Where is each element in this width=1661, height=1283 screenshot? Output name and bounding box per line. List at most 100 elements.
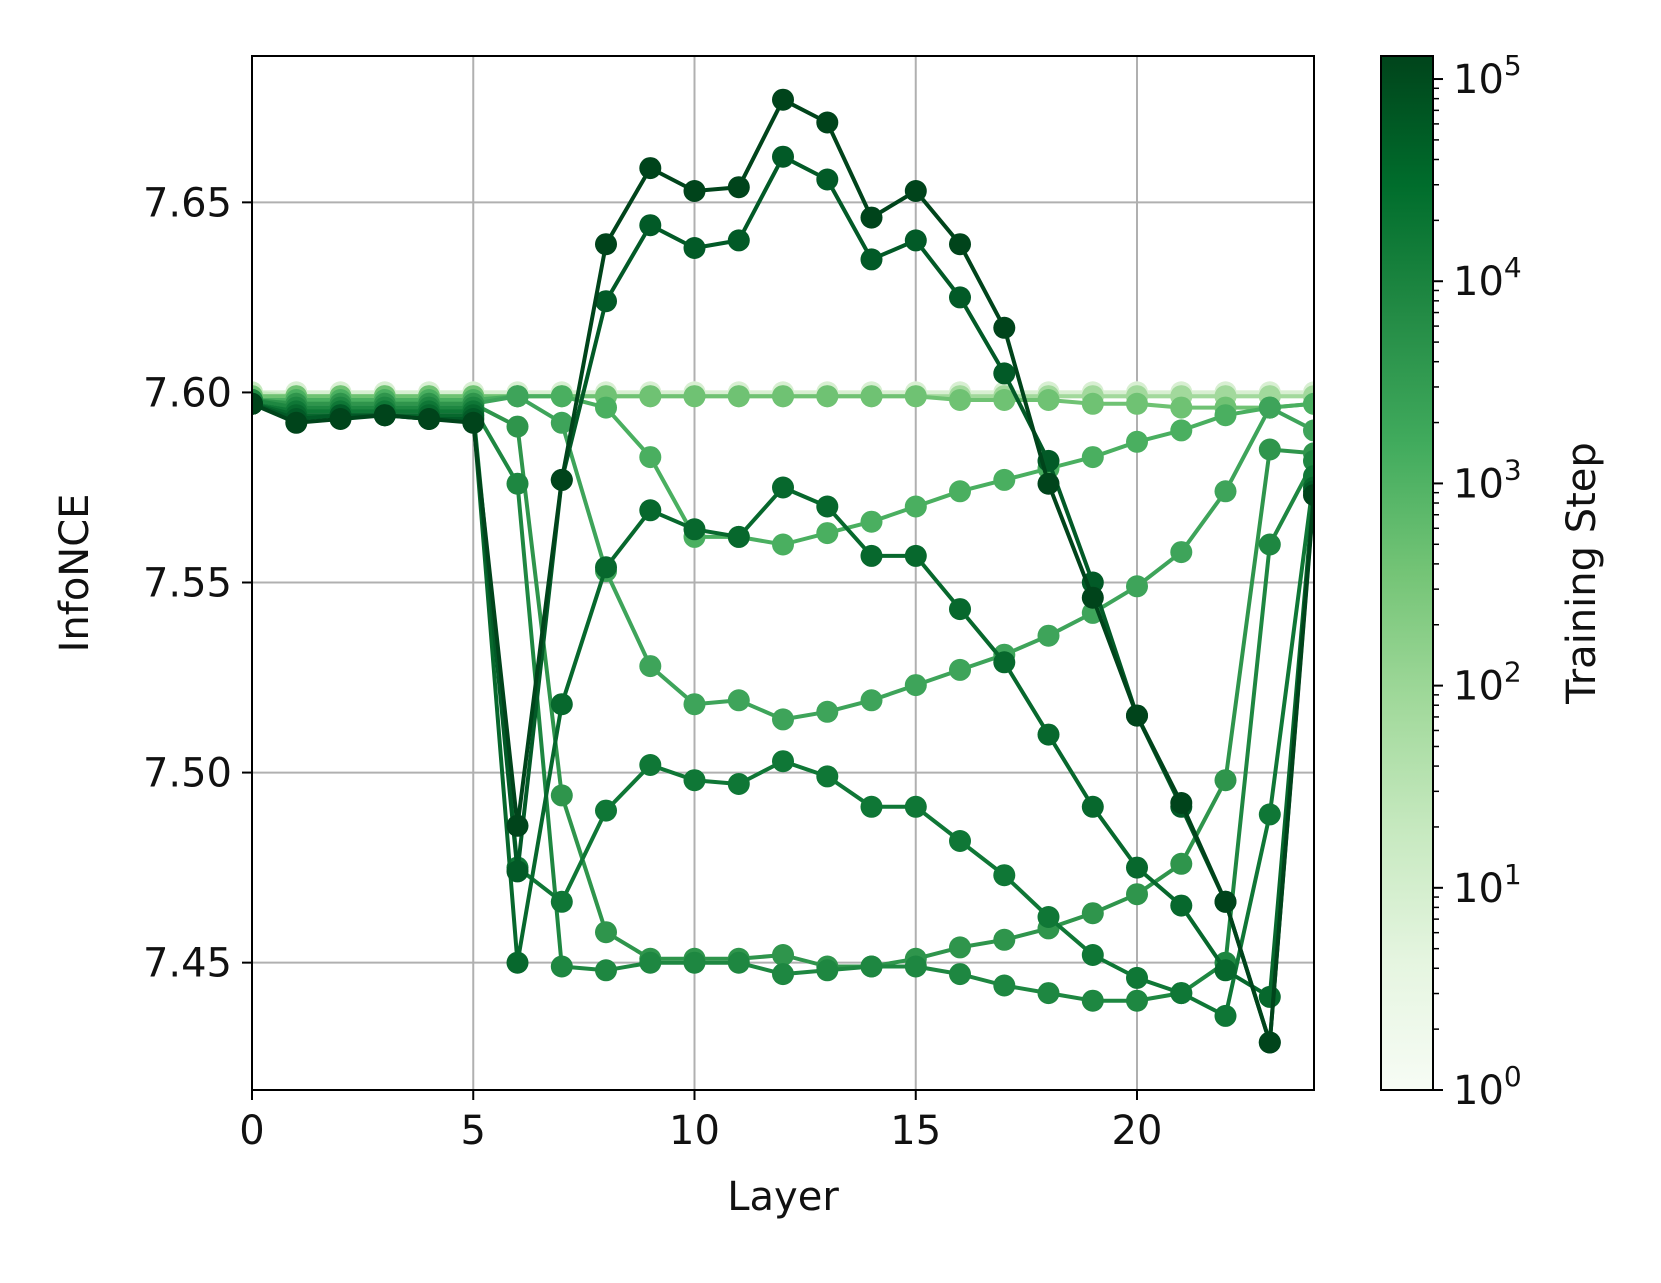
data-point bbox=[595, 233, 617, 256]
data-point bbox=[639, 446, 662, 469]
data-point bbox=[993, 362, 1016, 385]
data-point bbox=[904, 495, 927, 518]
data-point bbox=[993, 974, 1016, 997]
y-axis-ticks: 7.45 7.50 7.55 7.60 7.65 bbox=[143, 180, 252, 987]
data-point bbox=[993, 864, 1016, 887]
data-point bbox=[1037, 982, 1060, 1005]
series bbox=[252, 145, 1314, 1054]
data-point bbox=[727, 689, 750, 712]
data-point bbox=[1170, 396, 1193, 419]
data-point bbox=[1258, 438, 1281, 461]
colorbar-tick-exponent: 1 bbox=[1504, 858, 1522, 891]
colorbar-tick-base: 10 bbox=[1453, 1068, 1504, 1114]
data-point bbox=[1214, 480, 1237, 503]
data-point bbox=[506, 951, 529, 974]
data-point bbox=[949, 658, 971, 681]
data-point bbox=[285, 411, 308, 434]
colorbar-tick-exponent: 0 bbox=[1504, 1060, 1522, 1093]
data-point bbox=[1126, 392, 1148, 415]
plot-frame bbox=[251, 55, 1315, 1091]
data-point bbox=[550, 385, 573, 408]
data-point bbox=[595, 921, 617, 944]
data-point bbox=[816, 385, 839, 408]
data-point bbox=[639, 157, 662, 180]
data-point bbox=[639, 385, 662, 408]
data-point bbox=[1126, 856, 1148, 879]
data-point bbox=[993, 389, 1016, 411]
data-point bbox=[506, 814, 529, 837]
data-point bbox=[639, 754, 662, 776]
data-point bbox=[639, 214, 662, 237]
y-axis-label: InfoNCE bbox=[52, 494, 98, 653]
data-point bbox=[993, 928, 1016, 951]
data-point bbox=[1170, 419, 1193, 442]
data-point bbox=[727, 773, 750, 795]
data-point bbox=[1258, 985, 1281, 1008]
data-point bbox=[727, 951, 750, 974]
data-point bbox=[816, 959, 839, 982]
data-point bbox=[1214, 404, 1237, 427]
colorbar-tick-base: 10 bbox=[1453, 664, 1504, 710]
data-point bbox=[949, 598, 971, 621]
series bbox=[252, 88, 1314, 1054]
x-tick-label: 20 bbox=[1112, 1108, 1163, 1154]
data-point bbox=[816, 700, 839, 723]
data-point bbox=[904, 795, 927, 818]
data-point bbox=[904, 955, 927, 978]
data-point bbox=[550, 784, 573, 807]
data-point bbox=[683, 693, 706, 716]
colorbar-tick-base: 10 bbox=[1453, 259, 1504, 305]
data-point bbox=[506, 415, 529, 438]
data-point bbox=[550, 411, 573, 434]
data-point bbox=[727, 385, 750, 408]
data-point bbox=[860, 248, 883, 271]
data-point bbox=[816, 111, 839, 134]
data-point bbox=[1258, 533, 1281, 556]
data-point bbox=[1037, 624, 1060, 647]
data-point bbox=[1126, 989, 1148, 1012]
data-point bbox=[772, 708, 794, 731]
x-tick-label: 0 bbox=[239, 1108, 264, 1154]
colorbar-tick-exponent: 4 bbox=[1504, 251, 1522, 284]
data-point bbox=[816, 522, 839, 545]
colorbar-tick-exponent: 2 bbox=[1504, 656, 1522, 689]
data-point bbox=[506, 472, 529, 495]
data-point bbox=[683, 518, 706, 541]
colorbar bbox=[1380, 55, 1434, 1091]
data-point bbox=[683, 769, 706, 792]
data-point bbox=[1081, 989, 1104, 1012]
data-point bbox=[1170, 852, 1193, 875]
colorbar-label: Training Step bbox=[1559, 442, 1605, 705]
data-point bbox=[772, 944, 794, 966]
data-point bbox=[1037, 389, 1060, 411]
data-point bbox=[993, 651, 1016, 674]
data-point bbox=[595, 396, 617, 419]
data-point bbox=[595, 799, 617, 822]
y-tick-label: 7.50 bbox=[143, 751, 232, 797]
colorbar-tick-label: 102 bbox=[1453, 656, 1522, 710]
data-point bbox=[639, 951, 662, 974]
data-point bbox=[860, 689, 883, 712]
x-tick-label: 5 bbox=[461, 1108, 486, 1154]
data-point bbox=[904, 229, 927, 252]
x-axis-ticks: 0 5 10 15 20 bbox=[239, 1090, 1162, 1154]
data-point bbox=[506, 860, 529, 883]
data-point bbox=[1214, 1004, 1237, 1027]
data-point bbox=[1170, 792, 1193, 814]
data-point bbox=[772, 88, 794, 111]
colorbar-tick-base: 10 bbox=[1453, 461, 1504, 507]
data-point bbox=[1126, 704, 1148, 727]
data-point bbox=[1214, 890, 1237, 913]
data-point bbox=[949, 233, 971, 256]
data-point bbox=[550, 468, 573, 491]
colorbar-tick-label: 104 bbox=[1453, 251, 1522, 305]
data-point bbox=[252, 392, 263, 415]
data-point bbox=[860, 206, 883, 229]
data-point bbox=[860, 544, 883, 567]
series bbox=[252, 392, 1314, 1008]
data-point bbox=[1258, 396, 1281, 419]
data-point bbox=[1303, 484, 1314, 507]
data-point bbox=[949, 480, 971, 503]
data-point bbox=[772, 476, 794, 499]
data-point bbox=[949, 936, 971, 959]
